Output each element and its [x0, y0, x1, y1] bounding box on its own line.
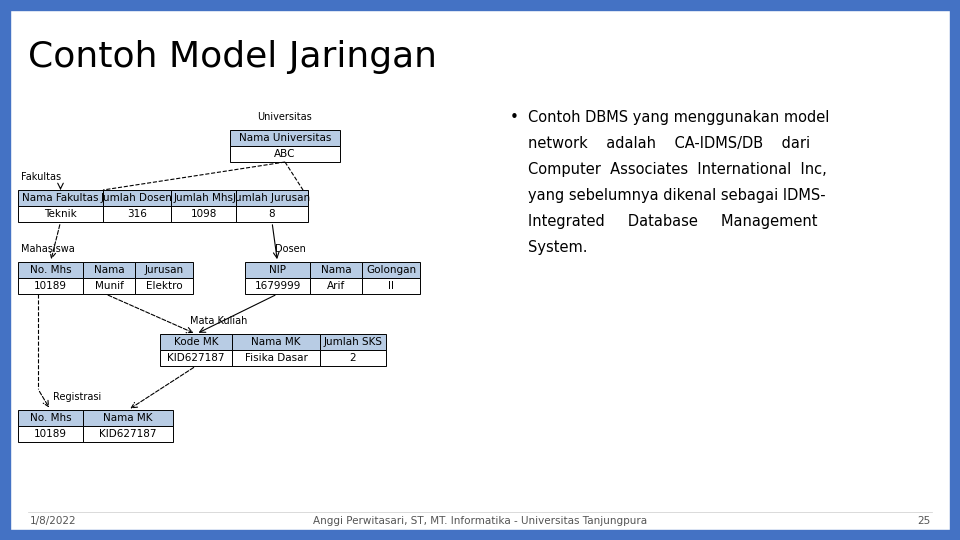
Bar: [245, 278, 310, 294]
Text: KID627187: KID627187: [167, 353, 225, 363]
Bar: [320, 350, 386, 366]
Text: Nama Fakultas: Nama Fakultas: [22, 193, 99, 203]
Text: Nama MK: Nama MK: [104, 413, 153, 423]
Text: 2: 2: [349, 353, 356, 363]
Bar: [310, 278, 362, 294]
Text: II: II: [388, 281, 394, 291]
Text: Nama Universitas: Nama Universitas: [239, 133, 331, 143]
Text: 316: 316: [127, 209, 147, 219]
Bar: [18, 206, 103, 222]
Bar: [362, 278, 420, 294]
Bar: [135, 262, 193, 278]
Text: 1098: 1098: [190, 209, 217, 219]
Bar: [171, 206, 236, 222]
Bar: [0, 0, 10, 540]
Bar: [950, 0, 960, 540]
Text: Fakultas: Fakultas: [21, 172, 61, 182]
Bar: [310, 262, 362, 278]
Text: Dosen: Dosen: [275, 244, 306, 254]
Bar: [135, 278, 193, 294]
Text: Universitas: Universitas: [257, 112, 312, 122]
Text: 8: 8: [269, 209, 276, 219]
Bar: [83, 262, 135, 278]
Bar: [18, 262, 83, 278]
Bar: [160, 350, 232, 366]
Text: Teknik: Teknik: [44, 209, 77, 219]
Text: •: •: [510, 110, 518, 125]
Bar: [236, 206, 308, 222]
Bar: [18, 190, 103, 206]
Text: 1/8/2022: 1/8/2022: [30, 516, 77, 526]
Bar: [103, 190, 171, 206]
Text: Nama: Nama: [321, 265, 351, 275]
Text: Jumlah Mhs: Jumlah Mhs: [174, 193, 233, 203]
Bar: [83, 278, 135, 294]
Text: KID627187: KID627187: [99, 429, 156, 439]
Text: Nama: Nama: [94, 265, 124, 275]
Text: No. Mhs: No. Mhs: [30, 265, 71, 275]
Bar: [160, 334, 232, 350]
Bar: [18, 410, 83, 426]
Text: Jumlah Jurusan: Jumlah Jurusan: [233, 193, 311, 203]
Text: Contoh DBMS yang menggunakan model: Contoh DBMS yang menggunakan model: [528, 110, 829, 125]
Text: network    adalah    CA-IDMS/DB    dari: network adalah CA-IDMS/DB dari: [528, 136, 810, 151]
Text: Mahasiswa: Mahasiswa: [21, 244, 75, 254]
Text: Fisika Dasar: Fisika Dasar: [245, 353, 307, 363]
Text: Munif: Munif: [95, 281, 124, 291]
Bar: [103, 206, 171, 222]
Text: Integrated     Database     Management: Integrated Database Management: [528, 214, 818, 229]
Text: 10189: 10189: [34, 429, 67, 439]
Text: Golongan: Golongan: [366, 265, 416, 275]
Text: No. Mhs: No. Mhs: [30, 413, 71, 423]
Text: Nama MK: Nama MK: [252, 337, 300, 347]
Text: Contoh Model Jaringan: Contoh Model Jaringan: [28, 40, 437, 74]
Bar: [245, 262, 310, 278]
Text: Elektro: Elektro: [146, 281, 182, 291]
Bar: [362, 262, 420, 278]
Bar: [18, 426, 83, 442]
Bar: [232, 334, 320, 350]
Text: Jumlah SKS: Jumlah SKS: [324, 337, 382, 347]
Bar: [230, 146, 340, 162]
Bar: [232, 350, 320, 366]
Text: Mata Kuliah: Mata Kuliah: [190, 316, 248, 326]
Bar: [0, 530, 960, 540]
Text: 1679999: 1679999: [254, 281, 300, 291]
Text: Computer  Associates  International  Inc,: Computer Associates International Inc,: [528, 162, 827, 177]
Text: System.: System.: [528, 240, 588, 255]
Bar: [83, 410, 173, 426]
Text: NIP: NIP: [269, 265, 286, 275]
Bar: [230, 130, 340, 146]
Bar: [0, 0, 960, 10]
Text: yang sebelumnya dikenal sebagai IDMS-: yang sebelumnya dikenal sebagai IDMS-: [528, 188, 826, 203]
Bar: [320, 334, 386, 350]
Bar: [236, 190, 308, 206]
Text: Kode MK: Kode MK: [174, 337, 218, 347]
Text: Jumlah Dosen: Jumlah Dosen: [101, 193, 173, 203]
Text: Jurusan: Jurusan: [144, 265, 183, 275]
Text: Arif: Arif: [326, 281, 346, 291]
Bar: [18, 278, 83, 294]
Bar: [171, 190, 236, 206]
Text: Anggi Perwitasari, ST, MT. Informatika - Universitas Tanjungpura: Anggi Perwitasari, ST, MT. Informatika -…: [313, 516, 647, 526]
Bar: [83, 426, 173, 442]
Text: ABC: ABC: [275, 149, 296, 159]
Text: 25: 25: [917, 516, 930, 526]
Text: 10189: 10189: [34, 281, 67, 291]
Text: Registrasi: Registrasi: [53, 392, 101, 402]
